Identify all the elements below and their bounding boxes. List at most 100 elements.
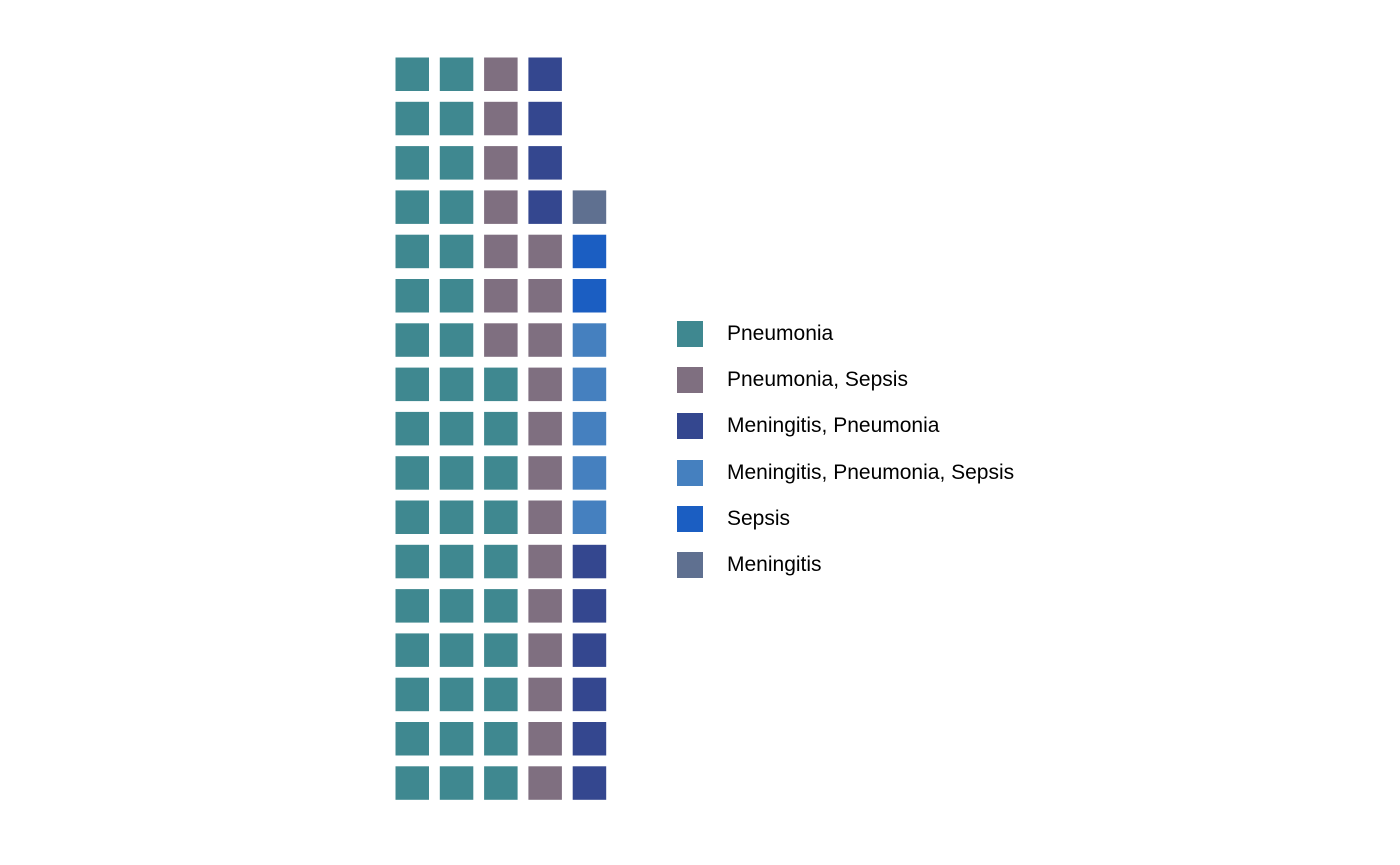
legend-swatch: [677, 459, 703, 486]
waffle-cell: [528, 146, 562, 180]
waffle-cell: [439, 323, 474, 357]
waffle-cell: [484, 57, 518, 91]
waffle-cell: [439, 234, 474, 269]
waffle-cell: [484, 500, 518, 534]
waffle-cell: [439, 633, 474, 667]
waffle-cell: [439, 367, 474, 402]
legend-item: Meningitis, Pneumonia, Sepsis: [677, 459, 1015, 486]
waffle-cell: [528, 544, 562, 579]
waffle-cell: [439, 677, 474, 712]
waffle-cell: [395, 456, 429, 490]
waffle-cell: [395, 323, 429, 357]
legend: Pneumonia Pneumonia, Sepsis Meningitis, Pn…: [677, 321, 1014, 598]
legend-item: Sepsis: [677, 505, 1014, 532]
waffle-cell: [439, 57, 474, 91]
legend-label: Meningitis, Pneumonia: [727, 414, 940, 438]
legend-swatch: [677, 321, 703, 347]
waffle-cell: [395, 589, 429, 623]
waffle-cell: [572, 190, 607, 224]
legend-label: Pneumonia, Sepsis: [727, 368, 908, 392]
waffle-cell: [439, 589, 474, 623]
legend-swatch: [677, 505, 703, 532]
waffle-cell: [484, 544, 518, 579]
waffle-cell: [484, 234, 518, 269]
waffle-cell: [528, 722, 562, 756]
waffle-cell: [484, 279, 518, 313]
waffle-cell: [572, 323, 607, 357]
waffle-cell: [439, 146, 474, 180]
waffle-cell: [439, 190, 474, 224]
waffle-cell: [572, 279, 607, 313]
waffle-cell: [572, 411, 607, 446]
waffle-cell: [484, 323, 518, 357]
legend-item: Meningitis: [677, 551, 1014, 578]
waffle-cell: [528, 411, 562, 446]
waffle-cell: [395, 677, 429, 712]
waffle-cell: [439, 766, 474, 800]
waffle-cell: [395, 411, 429, 446]
waffle-cell: [572, 589, 607, 623]
waffle-cell: [395, 234, 429, 269]
waffle-cell: [484, 633, 518, 667]
waffle-cell: [484, 722, 518, 756]
waffle-cell: [395, 190, 429, 224]
waffle-cell: [572, 367, 607, 402]
waffle-cell: [395, 633, 429, 667]
legend-swatch: [677, 367, 703, 394]
waffle-cell: [395, 766, 429, 800]
waffle-cell: [572, 544, 607, 579]
legend-label: Meningitis: [727, 552, 822, 576]
waffle-cell: [395, 146, 429, 180]
waffle-cell: [528, 633, 562, 667]
waffle-cell: [484, 677, 518, 712]
legend-label: Meningitis, Pneumonia, Sepsis: [727, 460, 1015, 484]
waffle-cell: [528, 677, 562, 712]
waffle-cell: [395, 101, 429, 136]
waffle-cell: [439, 500, 474, 534]
waffle-cell: [395, 279, 429, 313]
legend-swatch: [677, 413, 703, 440]
waffle-cell: [572, 766, 607, 800]
waffle-cell: [572, 500, 607, 534]
waffle-cell: [395, 544, 429, 579]
waffle-cell: [528, 323, 562, 357]
legend-item: Meningitis, Pneumonia: [677, 413, 1014, 440]
waffle-cell: [572, 722, 607, 756]
waffle-cell: [572, 633, 607, 667]
waffle-cell: [395, 500, 429, 534]
waffle-cell: [395, 722, 429, 756]
waffle-cell: [484, 190, 518, 224]
waffle-cell: [528, 766, 562, 800]
legend-item: Pneumonia: [677, 321, 1014, 347]
waffle-cell: [528, 101, 562, 136]
waffle-cell: [484, 411, 518, 446]
waffle-cell: [439, 456, 474, 490]
waffle-cell: [572, 677, 607, 712]
waffle-cell: [439, 544, 474, 579]
waffle-cell: [484, 101, 518, 136]
waffle-cell: [484, 456, 518, 490]
waffle-cell: [484, 766, 518, 800]
legend-label: Sepsis: [727, 506, 791, 530]
waffle-cell: [484, 367, 518, 402]
waffle-cell: [528, 57, 562, 91]
waffle-cell: [439, 101, 474, 136]
legend-swatch: [677, 551, 703, 578]
waffle-cell: [572, 234, 607, 269]
waffle-cell: [439, 279, 474, 313]
waffle-cell: [484, 146, 518, 180]
waffle-cell: [395, 367, 429, 402]
waffle-cell: [528, 279, 562, 313]
waffle-cell: [439, 722, 474, 756]
waffle-cell: [528, 190, 562, 224]
legend-item: Pneumonia, Sepsis: [677, 367, 1014, 394]
waffle-cell: [528, 589, 562, 623]
waffle-cell: [528, 456, 562, 490]
waffle-cell: [528, 234, 562, 269]
waffle-cell: [395, 57, 429, 91]
waffle-cell: [484, 589, 518, 623]
waffle-cell: [572, 456, 607, 490]
legend-label: Pneumonia: [727, 322, 834, 345]
waffle-cell: [528, 367, 562, 402]
